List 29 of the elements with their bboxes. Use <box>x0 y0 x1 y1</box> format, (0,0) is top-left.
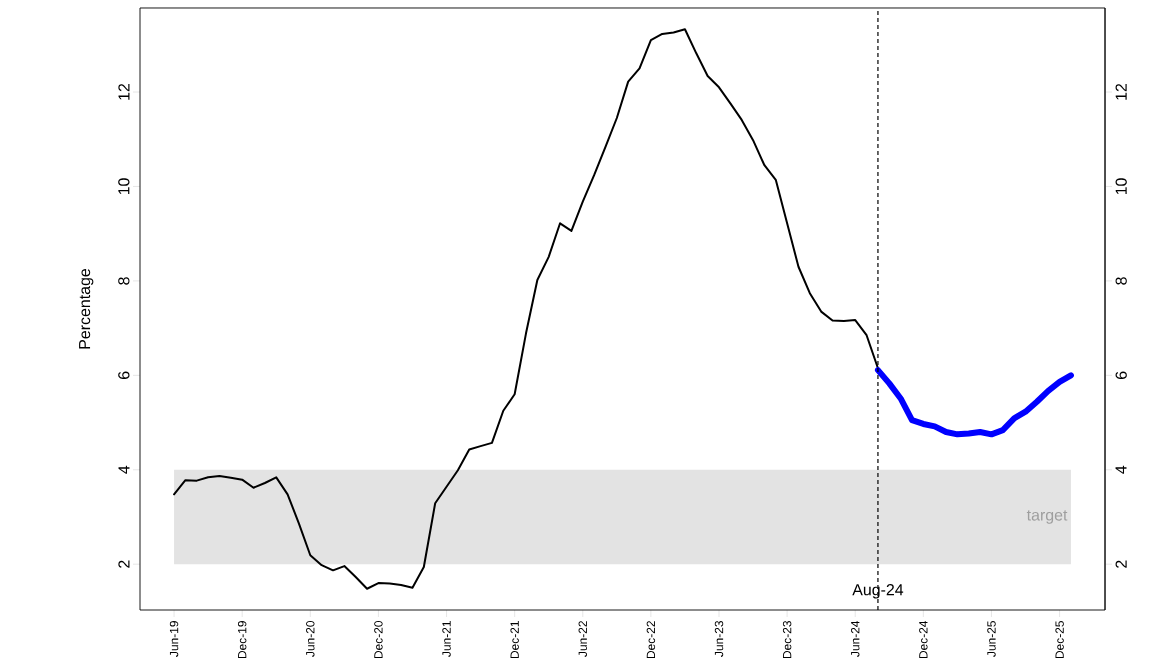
x-tick-label: Dec-19 <box>237 621 247 659</box>
x-tick-label: Dec-22 <box>646 621 656 659</box>
x-tick-label: Jun-21 <box>442 621 451 657</box>
y-axis-title: Percentage <box>79 268 94 349</box>
x-tick-label: Dec-23 <box>782 621 792 659</box>
x-tick-label: Jun-22 <box>578 621 587 657</box>
x-tick-label: Dec-25 <box>1055 621 1064 659</box>
y-tick-label: 12 <box>118 83 130 100</box>
y2-tick-label: 4 <box>1115 465 1127 474</box>
ref-line-label: Aug-24 <box>852 584 904 599</box>
x-tick-label: Jun-24 <box>851 620 860 657</box>
y2-tick-label: 10 <box>1115 178 1127 195</box>
x-tick-label: Jun-19 <box>169 621 179 657</box>
x-tick-label: Jun-20 <box>306 620 315 657</box>
y-tick-label: 4 <box>118 465 130 474</box>
x-tick-label: Jun-25 <box>987 621 996 657</box>
y2-tick-label: 2 <box>1115 560 1127 568</box>
y-tick-label: 6 <box>118 371 130 379</box>
y2-tick-label: 12 <box>1115 83 1127 100</box>
band-label: target <box>1026 510 1068 524</box>
x-tick-label: Dec-20 <box>374 620 383 659</box>
x-tick-label: Dec-21 <box>510 621 519 659</box>
x-tick-label: Jun-23 <box>714 621 724 657</box>
y-tick-label: 10 <box>118 178 130 195</box>
y-tick-label: 8 <box>118 277 130 285</box>
x-tick-label: Dec-24 <box>919 620 928 659</box>
y-tick-label: 2 <box>118 560 130 568</box>
y2-tick-label: 8 <box>1115 277 1127 285</box>
y2-tick-label: 6 <box>1115 371 1127 379</box>
